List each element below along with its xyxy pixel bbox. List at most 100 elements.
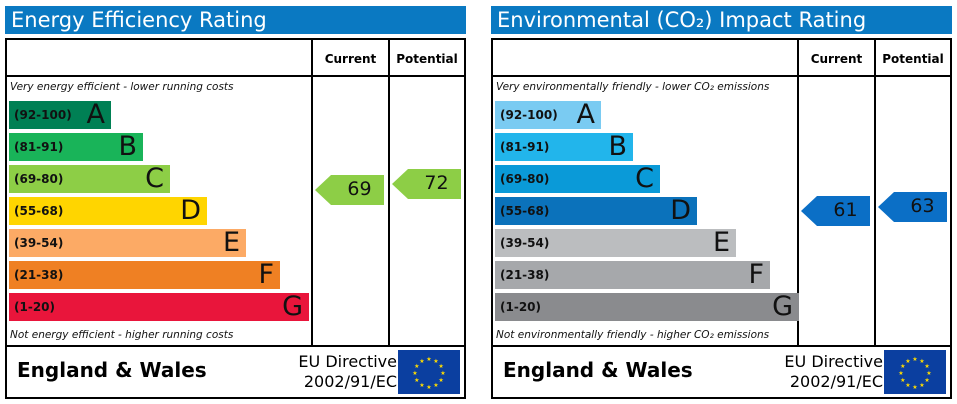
svg-text:★: ★ [438, 377, 443, 384]
svg-text:★: ★ [440, 370, 445, 377]
directive-line2: 2002/91/EC [789, 372, 883, 391]
band-range: (92-100) [14, 108, 72, 122]
column-divider [874, 40, 876, 347]
bottom-note: Not environmentally friendly - higher CO… [496, 329, 770, 341]
svg-text:★: ★ [438, 363, 443, 370]
svg-text:★: ★ [919, 358, 924, 365]
band-letter: B [608, 131, 627, 162]
panel-title: Energy Efficiency Rating [5, 6, 466, 34]
svg-text:★: ★ [414, 363, 419, 370]
band-a: (92-100) A [9, 99, 111, 130]
svg-text:★: ★ [905, 382, 910, 389]
svg-text:★: ★ [433, 358, 438, 365]
band-b: (81-91) B [495, 131, 633, 162]
band-letter: A [576, 99, 595, 130]
band-range: (81-91) [14, 140, 64, 154]
rating-table: Current Potential Very environmentally fri… [491, 38, 952, 399]
svg-text:★: ★ [912, 384, 917, 391]
directive-line2: 2002/91/EC [303, 372, 397, 391]
column-header-current: Current [324, 52, 377, 66]
svg-text:★: ★ [926, 370, 931, 377]
band-letter: B [118, 131, 137, 162]
band-a: (92-100) A [495, 99, 601, 130]
band-range: (55-68) [500, 204, 550, 218]
band-c: (69-80) C [9, 163, 170, 194]
band-letter: C [635, 163, 654, 194]
band-letter: C [145, 163, 164, 194]
panel-title: Environmental (CO₂) Impact Rating [491, 6, 952, 34]
header-divider [7, 75, 464, 77]
svg-text:★: ★ [419, 382, 424, 389]
band-letter: E [222, 227, 240, 258]
footer-divider [493, 345, 950, 347]
country-label: England & Wales [503, 358, 693, 382]
column-divider [388, 40, 390, 347]
directive-line1: EU Directive [298, 352, 397, 371]
band-range: (1-20) [500, 300, 541, 314]
environmental-impact-panel: Environmental (CO₂) Impact Rating Current… [491, 0, 952, 404]
band-range: (1-20) [14, 300, 55, 314]
top-note: Very energy efficient - lower running co… [10, 81, 234, 93]
potential-rating-arrow: 72 [392, 169, 461, 199]
column-header-potential: Potential [882, 52, 944, 66]
svg-text:★: ★ [924, 377, 929, 384]
band-letter: F [748, 259, 764, 290]
band-range: (92-100) [500, 108, 558, 122]
svg-text:★: ★ [900, 377, 905, 384]
potential-rating-value: 72 [424, 172, 449, 194]
eu-flag-icon: ★ ★ ★ ★ ★ ★ ★ ★ ★ ★ ★ ★ [398, 350, 460, 394]
country-label: England & Wales [17, 358, 207, 382]
band-range: (81-91) [500, 140, 550, 154]
band-letter: A [86, 99, 105, 130]
potential-rating-value: 63 [910, 195, 935, 217]
column-divider [797, 40, 799, 347]
header-divider [493, 75, 950, 77]
band-e: (39-54) E [495, 227, 736, 258]
band-g: (1-20) G [495, 291, 799, 322]
directive-line1: EU Directive [784, 352, 883, 371]
svg-text:★: ★ [919, 382, 924, 389]
band-range: (69-80) [14, 172, 64, 186]
band-range: (55-68) [14, 204, 64, 218]
band-range: (21-38) [500, 268, 550, 282]
band-range: (21-38) [14, 268, 64, 282]
current-rating-arrow: 69 [315, 175, 384, 205]
band-range: (39-54) [14, 236, 64, 250]
svg-text:★: ★ [912, 356, 917, 363]
band-f: (21-38) F [9, 259, 280, 290]
svg-text:★: ★ [905, 358, 910, 365]
svg-text:★: ★ [412, 370, 417, 377]
current-rating-value: 61 [833, 199, 858, 221]
top-note: Very environmentally friendly - lower CO… [496, 81, 770, 93]
band-c: (69-80) C [495, 163, 660, 194]
svg-text:★: ★ [426, 356, 431, 363]
svg-text:★: ★ [419, 358, 424, 365]
eu-directive: EU Directive 2002/91/EC [287, 352, 397, 392]
rating-table: Current Potential Very energy efficient - … [5, 38, 466, 399]
column-header-potential: Potential [396, 52, 458, 66]
svg-text:★: ★ [924, 363, 929, 370]
band-e: (39-54) E [9, 227, 246, 258]
band-letter: G [772, 291, 793, 322]
potential-rating-arrow: 63 [878, 192, 947, 222]
current-rating-arrow: 61 [801, 196, 870, 226]
band-letter: F [258, 259, 274, 290]
band-d: (55-68) D [495, 195, 697, 226]
band-range: (69-80) [500, 172, 550, 186]
current-rating-value: 69 [347, 178, 372, 200]
energy-efficiency-panel: Energy Efficiency Rating Current Potential… [5, 0, 466, 404]
band-d: (55-68) D [9, 195, 207, 226]
eu-directive: EU Directive 2002/91/EC [773, 352, 883, 392]
band-letter: D [180, 195, 201, 226]
band-letter: G [282, 291, 303, 322]
band-letter: D [670, 195, 691, 226]
svg-text:★: ★ [900, 363, 905, 370]
band-g: (1-20) G [9, 291, 309, 322]
band-b: (81-91) B [9, 131, 143, 162]
band-f: (21-38) F [495, 259, 770, 290]
column-divider [311, 40, 313, 347]
svg-text:★: ★ [426, 384, 431, 391]
svg-text:★: ★ [433, 382, 438, 389]
svg-text:★: ★ [414, 377, 419, 384]
band-range: (39-54) [500, 236, 550, 250]
